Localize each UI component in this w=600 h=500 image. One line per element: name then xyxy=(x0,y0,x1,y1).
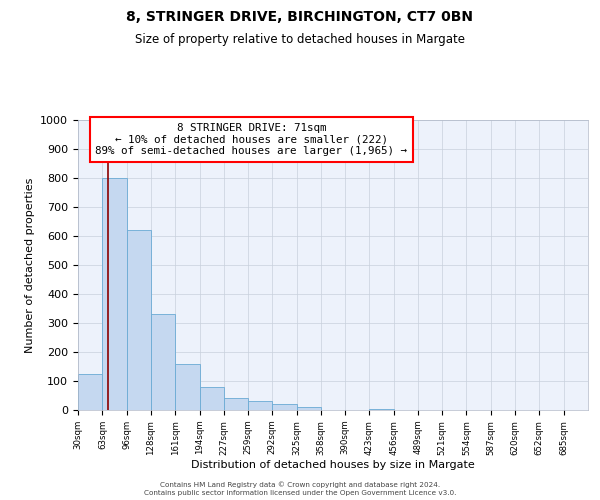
Bar xyxy=(175,364,200,410)
Text: 8, STRINGER DRIVE, BIRCHINGTON, CT7 0BN: 8, STRINGER DRIVE, BIRCHINGTON, CT7 0BN xyxy=(127,10,473,24)
Bar xyxy=(78,374,103,410)
Text: Size of property relative to detached houses in Margate: Size of property relative to detached ho… xyxy=(135,32,465,46)
Text: Contains HM Land Registry data © Crown copyright and database right 2024.: Contains HM Land Registry data © Crown c… xyxy=(160,481,440,488)
Text: Contains public sector information licensed under the Open Government Licence v3: Contains public sector information licen… xyxy=(144,490,456,496)
Bar xyxy=(151,314,175,410)
X-axis label: Distribution of detached houses by size in Margate: Distribution of detached houses by size … xyxy=(191,460,475,470)
Bar xyxy=(103,178,127,410)
Y-axis label: Number of detached properties: Number of detached properties xyxy=(25,178,35,352)
Bar xyxy=(200,387,224,410)
Bar xyxy=(296,407,321,410)
Bar xyxy=(370,408,394,410)
Bar xyxy=(248,402,272,410)
Text: 8 STRINGER DRIVE: 71sqm
← 10% of detached houses are smaller (222)
89% of semi-d: 8 STRINGER DRIVE: 71sqm ← 10% of detache… xyxy=(95,123,407,156)
Bar xyxy=(272,404,296,410)
Bar xyxy=(127,230,151,410)
Bar xyxy=(224,398,248,410)
